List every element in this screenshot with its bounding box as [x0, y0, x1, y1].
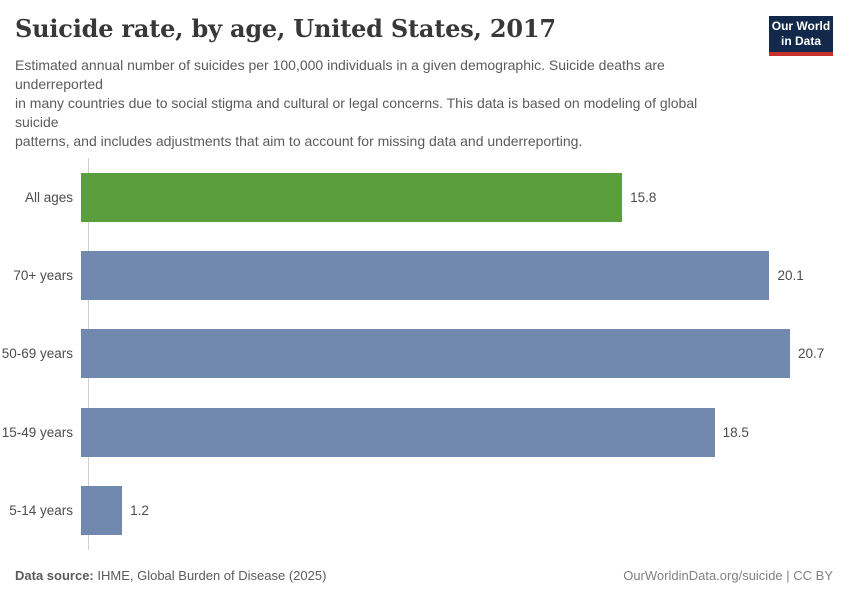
value-label: 1.2 [130, 503, 149, 519]
chart-title: Suicide rate, by age, United States, 201… [15, 14, 556, 43]
category-label: 50-69 years [1, 346, 73, 362]
data-source: Data source: IHME, Global Burden of Dise… [15, 568, 326, 583]
category-label: 70+ years [13, 268, 73, 284]
license-credit: OurWorldinData.org/suicide | CC BY [623, 568, 833, 583]
bar-row: 5-14 years 1.2 [0, 472, 850, 550]
bar-50-69-years[interactable] [81, 329, 790, 379]
chart-footer: Data source: IHME, Global Burden of Dise… [15, 568, 833, 583]
bar-row: 50-69 years 20.7 [0, 315, 850, 393]
value-label: 20.1 [777, 268, 804, 284]
category-label: 5-14 years [9, 503, 73, 519]
category-label: 15-49 years [1, 424, 73, 440]
bar-15-49-years[interactable] [81, 407, 715, 457]
bar-row: All ages 15.8 [0, 158, 850, 236]
value-label: 15.8 [630, 189, 657, 205]
owid-logo-line2: in Data [780, 34, 821, 48]
owid-logo-line1: Our World [771, 19, 831, 33]
data-source-text: IHME, Global Burden of Disease (2025) [93, 568, 327, 583]
bar-chart: All ages 15.8 70+ years 20.1 50-69 years 20.7… [0, 158, 850, 550]
value-label: 18.5 [722, 424, 749, 440]
value-label: 20.7 [798, 346, 825, 362]
category-label: All ages [24, 189, 73, 205]
bar-70-years[interactable] [81, 251, 770, 301]
data-source-label: Data source: [15, 568, 94, 583]
bar-all-ages[interactable] [81, 172, 623, 222]
bar-row: 70+ years 20.1 [0, 236, 850, 314]
bar-rows: All ages 15.8 70+ years 20.1 50-69 years 20.7… [0, 158, 850, 550]
chart-subtitle: Estimated annual number of suicides per … [15, 57, 698, 149]
owid-logo[interactable]: Our World in Data [769, 16, 833, 56]
bar-row: 15-49 years 18.5 [0, 393, 850, 471]
bar-5-14-years[interactable] [81, 486, 123, 536]
